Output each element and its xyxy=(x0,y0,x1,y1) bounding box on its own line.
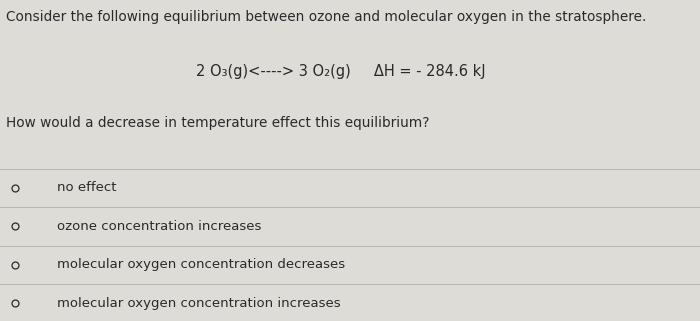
Text: molecular oxygen concentration increases: molecular oxygen concentration increases xyxy=(57,297,341,310)
Text: 2 O₃(g)<----> 3 O₂(g)     ΔH = - 284.6 kJ: 2 O₃(g)<----> 3 O₂(g) ΔH = - 284.6 kJ xyxy=(196,64,486,79)
Text: no effect: no effect xyxy=(57,181,117,194)
Text: molecular oxygen concentration decreases: molecular oxygen concentration decreases xyxy=(57,258,346,271)
Text: Consider the following equilibrium between ozone and molecular oxygen in the str: Consider the following equilibrium betwe… xyxy=(6,10,646,24)
Text: How would a decrease in temperature effect this equilibrium?: How would a decrease in temperature effe… xyxy=(6,116,429,130)
Text: ozone concentration increases: ozone concentration increases xyxy=(57,220,262,233)
